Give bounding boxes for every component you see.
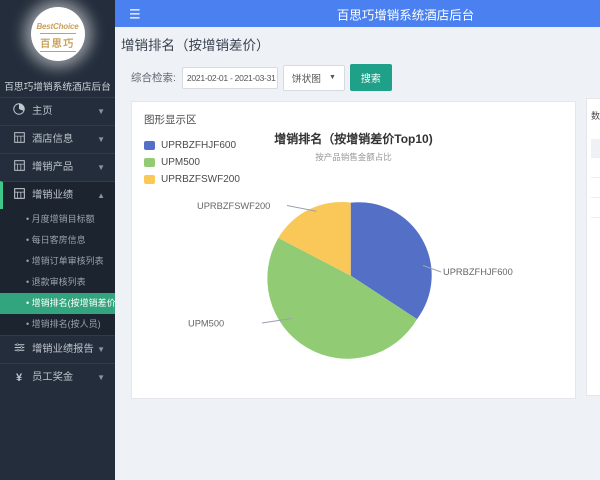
svg-text:UPM500: UPM500 — [188, 319, 224, 329]
svg-text:UPRBZFSWF200: UPRBZFSWF200 — [197, 201, 270, 211]
svg-text:UPRBZFHJF600: UPRBZFHJF600 — [443, 267, 513, 277]
